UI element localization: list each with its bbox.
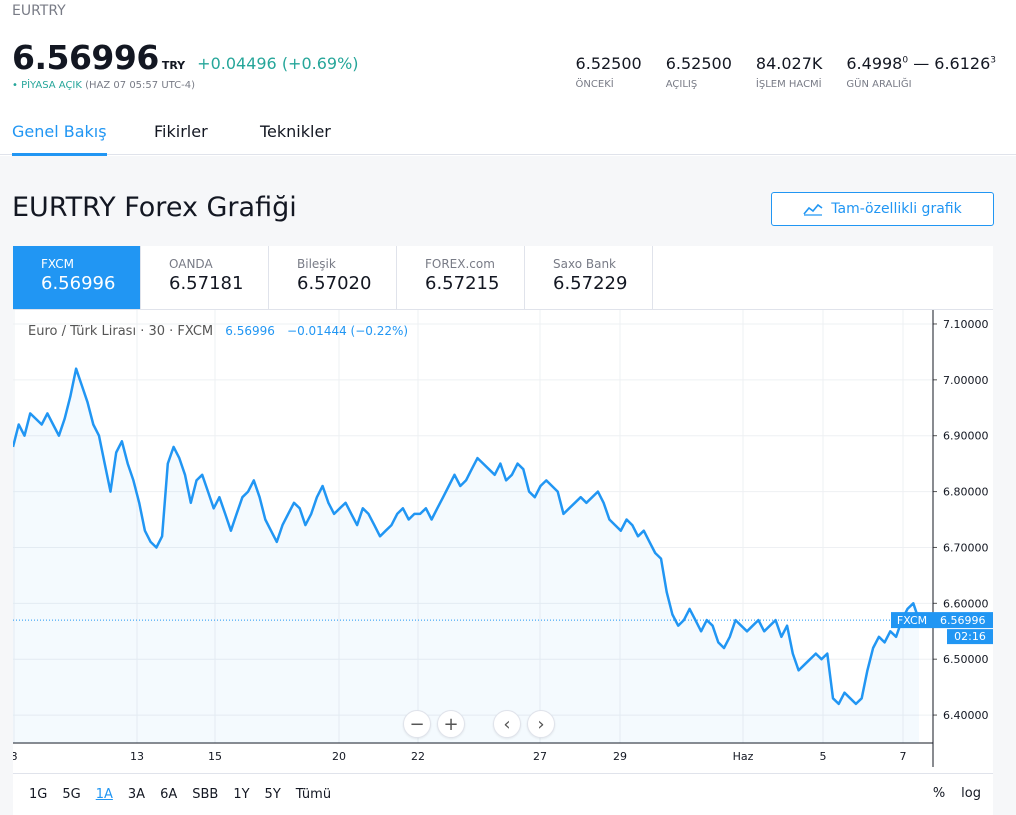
y-tick-label: 6.50000 <box>943 653 989 666</box>
broker-tab-composite[interactable]: Bileşik 6.57020 <box>269 246 397 309</box>
y-tick-label: 6.80000 <box>943 486 989 499</box>
range-1d[interactable]: 1G <box>29 787 48 802</box>
scroll-left-button[interactable]: ‹ <box>493 710 521 738</box>
zoom-out-button[interactable]: − <box>403 710 431 738</box>
range-selector: 1G 5G 1A 3A 6A SBB 1Y 5Y Tümü % log <box>13 773 993 815</box>
y-tick-label: 6.70000 <box>943 541 989 554</box>
scroll-right-button[interactable]: › <box>527 710 555 738</box>
range-ytd[interactable]: SBB <box>192 787 219 802</box>
y-tick-label: 6.90000 <box>943 430 989 443</box>
section-title: EURTRY Forex Grafiği <box>12 192 297 223</box>
percent-scale-button[interactable]: % <box>932 786 946 801</box>
broker-tab-fxcm[interactable]: FXCM 6.56996 <box>13 246 141 309</box>
chart-legend: Euro / Türk Lirası · 30 · FXCM 6.56996 −… <box>28 324 408 339</box>
price-change: +0.04496 (+0.69%) <box>197 54 359 73</box>
x-tick-label: 5 <box>820 750 827 763</box>
broker-name: OANDA <box>169 257 213 271</box>
legend-title: Euro / Türk Lirası · 30 · FXCM <box>28 324 214 339</box>
page-tabs: Genel Bakış Fikirler Teknikler <box>0 108 1016 156</box>
broker-price: 6.56996 <box>41 273 116 294</box>
stat-previous: 6.52500 ÖNCEKİ <box>576 54 642 90</box>
y-tick-label: 6.40000 <box>943 709 989 722</box>
range-1m[interactable]: 1A <box>95 787 113 802</box>
stat-open: 6.52500 AÇILIŞ <box>666 54 732 90</box>
price-chart[interactable]: 7.10000 7.00000 6.90000 6.80000 6.70000 6.600… <box>13 310 993 773</box>
stat-label: İŞLEM HACMİ <box>755 79 822 90</box>
market-timestamp: (HAZ 07 05:57 UTC-4) <box>85 80 196 91</box>
range-6m[interactable]: 6A <box>160 787 178 802</box>
x-tick-label: 13 <box>130 750 144 763</box>
last-price-source-label: FXCM <box>897 614 927 627</box>
y-tick-label: 7.00000 <box>943 374 989 387</box>
broker-name: Saxo Bank <box>553 257 616 271</box>
y-tick-label: 6.60000 <box>943 597 989 610</box>
symbol-label: EURTRY <box>12 3 66 19</box>
stat-label: AÇILIŞ <box>665 79 698 90</box>
market-status: • PİYASA AÇIK (HAZ 07 05:57 UTC-4) <box>12 80 195 91</box>
range-3m[interactable]: 3A <box>127 787 146 802</box>
series-line <box>13 367 921 706</box>
x-tick-label: 15 <box>208 750 222 763</box>
stat-day-range: 6.49980 — 6.61263 GÜN ARALIĞI <box>846 54 996 90</box>
zoom-spacer <box>471 710 487 738</box>
chart-line-icon <box>803 203 823 216</box>
range-all[interactable]: Tümü <box>295 787 332 802</box>
x-tick-label: 27 <box>533 750 547 763</box>
tab-ideas[interactable]: Fikirler <box>154 122 208 141</box>
broker-tab-saxo[interactable]: Saxo Bank 6.57229 <box>525 246 653 309</box>
zoom-controls: − + ‹ › <box>403 710 555 738</box>
countdown-label: 02:16 <box>954 630 986 643</box>
range-5y[interactable]: 5Y <box>264 787 281 802</box>
currency-label: TRY <box>161 59 186 72</box>
market-open-indicator: • PİYASA AÇIK <box>12 80 82 91</box>
chart-card: FXCM 6.56996 OANDA 6.57181 Bileşik 6.570… <box>13 246 993 815</box>
stat-label: GÜN ARALIĞI <box>846 79 912 90</box>
broker-tab-oanda[interactable]: OANDA 6.57181 <box>141 246 269 309</box>
full-chart-label: Tam-özellikli grafik <box>831 201 962 217</box>
x-tick-label: 7 <box>900 750 907 763</box>
last-price-source-tag <box>891 612 933 629</box>
broker-tab-forexcom[interactable]: FOREX.com 6.57215 <box>397 246 525 309</box>
stat-value: 6.52500 <box>665 54 732 73</box>
broker-name: FXCM <box>41 257 74 271</box>
zoom-in-button[interactable]: + <box>437 710 465 738</box>
broker-price: 6.57215 <box>425 273 500 294</box>
broker-price: 6.57229 <box>553 273 628 294</box>
broker-price: 6.57020 <box>297 273 372 294</box>
day-range-value: 6.49980 — 6.61263 <box>846 54 996 73</box>
series-area <box>13 368 919 743</box>
full-chart-button[interactable]: Tam-özellikli grafik <box>771 192 994 226</box>
last-price: 6.56996 <box>12 38 159 77</box>
range-5d[interactable]: 5G <box>62 787 81 802</box>
x-tick-label: 8 <box>13 750 18 763</box>
stat-volume: 84.027K İŞLEM HACMİ <box>756 54 822 90</box>
x-tick-label: Haz <box>733 750 754 763</box>
countdown-tag <box>947 629 993 645</box>
legend-price: 6.56996 <box>225 324 275 338</box>
broker-tabs: FXCM 6.56996 OANDA 6.57181 Bileşik 6.570… <box>13 246 993 310</box>
scale-options: % log <box>933 786 981 801</box>
range-1y[interactable]: 1Y <box>233 787 250 802</box>
x-tick-label: 20 <box>332 750 346 763</box>
stat-value: 84.027K <box>755 54 823 73</box>
last-price-tag <box>933 612 993 629</box>
legend-change: −0.01444 (−0.22%) <box>287 324 409 338</box>
broker-price: 6.57181 <box>169 273 244 294</box>
log-scale-button[interactable]: log <box>961 786 981 801</box>
stat-label: ÖNCEKİ <box>575 79 614 90</box>
stat-value: 6.52500 <box>575 54 642 73</box>
x-tick-label: 29 <box>613 750 627 763</box>
broker-name: Bileşik <box>297 257 336 271</box>
tab-technicals[interactable]: Teknikler <box>260 122 331 141</box>
price-row: 6.56996 TRY +0.04496 (+0.69%) <box>12 38 359 77</box>
tab-overview[interactable]: Genel Bakış <box>12 122 107 156</box>
y-tick-label: 7.10000 <box>943 318 989 331</box>
chart-section: EURTRY Forex Grafiği Tam-özellikli grafi… <box>0 156 1016 815</box>
broker-name: FOREX.com <box>425 257 495 271</box>
last-price-label: 6.56996 <box>940 614 986 627</box>
x-tick-label: 22 <box>411 750 425 763</box>
stats-panel: 6.52500 ÖNCEKİ 6.52500 AÇILIŞ 84.027K İŞ… <box>552 54 996 90</box>
